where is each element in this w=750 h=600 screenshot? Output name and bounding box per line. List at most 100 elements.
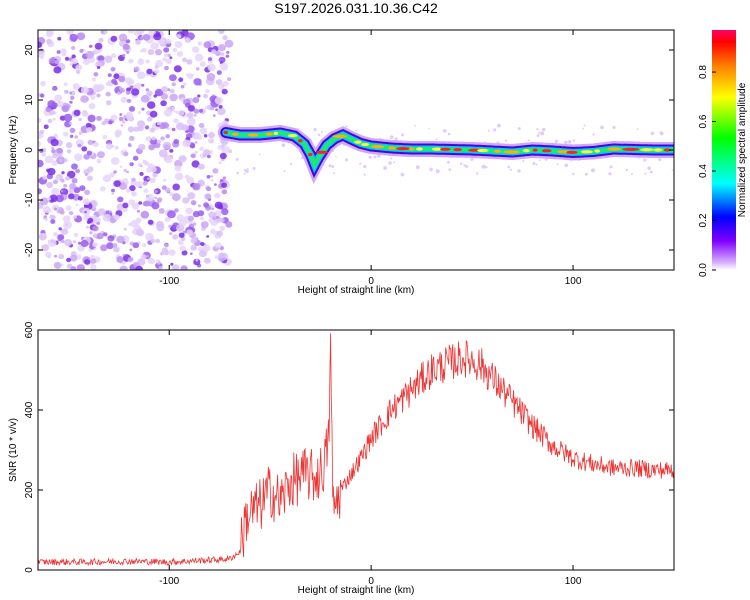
noise-blob <box>218 56 226 63</box>
noise-blob <box>141 107 145 111</box>
y-tick-label: 600 <box>24 321 35 338</box>
noise-blob <box>142 34 151 41</box>
scatter-blob <box>636 128 639 131</box>
noise-blob <box>143 175 151 183</box>
noise-blob <box>90 255 95 260</box>
noise-blob <box>97 208 106 216</box>
noise-blob <box>50 219 56 224</box>
noise-blob <box>80 239 89 248</box>
x-tick-label: 100 <box>565 276 582 287</box>
noise-blob <box>214 234 219 239</box>
noise-blob <box>208 132 216 139</box>
noise-blob <box>105 100 112 106</box>
noise-blob <box>129 79 135 85</box>
noise-blob <box>90 91 94 94</box>
noise-blob <box>194 53 204 62</box>
noise-blob <box>163 47 170 53</box>
scatter-blob <box>608 172 612 176</box>
top-x-axis-label: Height of straight line (km) <box>298 285 415 296</box>
noise-blob <box>61 171 65 175</box>
noise-blob <box>58 227 62 231</box>
scatter-blob <box>355 129 358 132</box>
noise-blob <box>114 132 121 138</box>
noise-blob <box>160 100 167 107</box>
noise-blob <box>180 265 188 270</box>
noise-blob <box>38 188 42 195</box>
ridge-hotspot <box>354 140 362 144</box>
noise-blob <box>154 196 158 200</box>
noise-blob <box>70 266 77 270</box>
noise-blob <box>197 94 201 98</box>
ridge-hotspot <box>640 148 654 152</box>
scatter-blob <box>671 169 674 171</box>
ridge-hotspot <box>522 149 530 153</box>
noise-blob <box>219 152 227 160</box>
noise-blob <box>218 252 225 259</box>
noise-blob <box>224 39 234 48</box>
noise-blob <box>117 196 124 203</box>
noise-blob <box>113 246 120 253</box>
noise-blob <box>118 182 128 190</box>
noise-blob <box>47 208 52 213</box>
noise-blob <box>203 93 208 99</box>
noise-blob <box>182 82 187 86</box>
noise-blob <box>162 141 172 150</box>
noise-blob <box>220 179 223 182</box>
scatter-blob <box>428 127 430 130</box>
noise-blob <box>111 188 115 193</box>
noise-blob <box>186 112 194 119</box>
noise-blob <box>217 145 223 150</box>
noise-blob <box>89 231 93 235</box>
scatter-blob <box>554 139 559 144</box>
noise-blob <box>147 219 154 225</box>
noise-blob <box>41 233 45 236</box>
ridge-hotspot <box>265 132 273 136</box>
colorbar-ticks: 0.0 0.2 0.4 0.6 0.8 <box>698 65 716 277</box>
scatter-blob <box>289 162 292 165</box>
noise-blob <box>118 75 126 83</box>
scatter-blob <box>572 172 575 176</box>
noise-blob <box>154 65 159 69</box>
scatter-blob <box>647 166 651 170</box>
scatter-blob <box>345 125 348 128</box>
ridge-hotspot <box>532 148 538 152</box>
noise-blob <box>123 151 129 157</box>
noise-blob <box>137 120 146 128</box>
noise-blob <box>221 208 229 216</box>
noise-blob <box>190 200 197 206</box>
noise-blob <box>102 135 108 140</box>
noise-blob <box>122 202 129 209</box>
noise-blob <box>86 175 93 181</box>
noise-blob <box>46 38 52 45</box>
scatter-blob <box>527 139 530 142</box>
noise-blob <box>186 59 193 65</box>
noise-blob <box>132 242 140 249</box>
noise-blob <box>210 228 216 235</box>
scatter-blob <box>252 167 256 170</box>
noise-blob <box>169 149 174 153</box>
scatter-blob <box>464 164 469 168</box>
noise-blob <box>80 95 89 103</box>
scatter-blob <box>600 125 604 130</box>
snr-frame <box>37 329 675 571</box>
noise-blob <box>220 52 225 56</box>
noise-blob <box>61 105 70 113</box>
scatter-blob <box>236 171 239 175</box>
scatter-blob <box>283 170 286 173</box>
x-tick-label: 100 <box>565 576 582 587</box>
noise-blob <box>128 222 133 227</box>
scatter-blob <box>609 165 613 169</box>
noise-blob <box>94 42 103 50</box>
noise-blob <box>44 217 48 222</box>
noise-blob <box>219 218 225 223</box>
noise-blob <box>165 134 170 139</box>
y-tick-label: 0 <box>24 147 35 153</box>
noise-blob <box>121 120 126 124</box>
scatter-blob <box>235 157 239 161</box>
noise-blob <box>92 233 98 238</box>
noise-blob <box>107 73 112 77</box>
noise-blob <box>192 222 197 226</box>
noise-blob <box>129 162 134 167</box>
noise-blob <box>111 192 114 195</box>
noise-blob <box>84 189 91 196</box>
